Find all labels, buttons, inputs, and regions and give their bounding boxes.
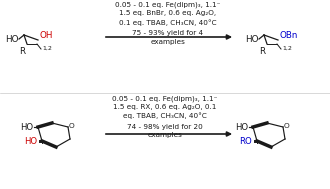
- Text: 0.1 eq. TBAB, CH₃CN, 40°C: 0.1 eq. TBAB, CH₃CN, 40°C: [119, 19, 217, 26]
- Text: R: R: [259, 47, 265, 57]
- Text: 1,2: 1,2: [42, 46, 52, 50]
- Text: HO: HO: [245, 36, 258, 44]
- Text: R: R: [19, 47, 25, 57]
- Text: O: O: [69, 123, 75, 129]
- Text: O: O: [284, 123, 290, 129]
- Text: HO: HO: [24, 136, 37, 146]
- Text: 0.05 - 0.1 eq. Fe(dipm)₃, 1.1⁻: 0.05 - 0.1 eq. Fe(dipm)₃, 1.1⁻: [115, 2, 221, 9]
- Text: 1,2: 1,2: [282, 46, 292, 50]
- Text: HO: HO: [20, 122, 33, 132]
- Text: 75 - 93% yield for 4: 75 - 93% yield for 4: [132, 30, 204, 36]
- Text: 1.5 eq. BnBr, 0.6 eq. Ag₂O,: 1.5 eq. BnBr, 0.6 eq. Ag₂O,: [119, 11, 216, 16]
- Text: 1.5 eq. RX, 0.6 eq. Ag₂O, 0.1: 1.5 eq. RX, 0.6 eq. Ag₂O, 0.1: [113, 104, 217, 109]
- Text: examples: examples: [148, 132, 182, 138]
- Text: 74 - 98% yield for 20: 74 - 98% yield for 20: [127, 123, 203, 129]
- Text: eq. TBAB, CH₃CN, 40°C: eq. TBAB, CH₃CN, 40°C: [123, 112, 207, 119]
- Text: HO: HO: [5, 36, 18, 44]
- Text: RO: RO: [239, 136, 252, 146]
- Text: HO: HO: [235, 122, 248, 132]
- Text: 0.05 - 0.1 eq. Fe(dipm)₃, 1.1⁻: 0.05 - 0.1 eq. Fe(dipm)₃, 1.1⁻: [112, 95, 218, 101]
- Text: examples: examples: [150, 39, 185, 45]
- Text: OBn: OBn: [279, 32, 297, 40]
- Text: OH: OH: [39, 32, 52, 40]
